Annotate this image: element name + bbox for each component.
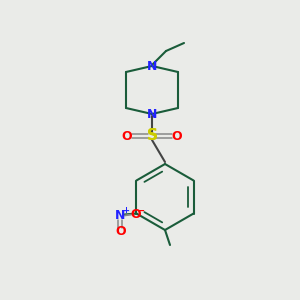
- Text: S: S: [146, 128, 158, 143]
- Text: N: N: [147, 107, 157, 121]
- Text: S: S: [146, 128, 158, 143]
- Text: O: O: [122, 130, 132, 142]
- Text: −: −: [137, 206, 146, 215]
- Text: N: N: [147, 59, 157, 73]
- Text: +: +: [122, 206, 129, 215]
- Text: O: O: [172, 130, 182, 142]
- Text: N: N: [115, 209, 126, 222]
- Text: O: O: [130, 208, 141, 221]
- Text: O: O: [115, 225, 126, 238]
